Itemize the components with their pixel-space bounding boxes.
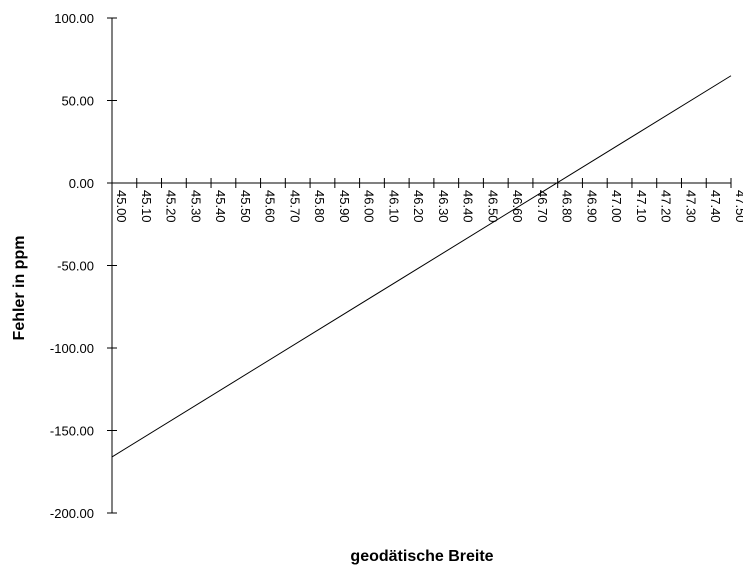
x-tick-label: 46.60	[510, 190, 525, 223]
x-tick-label: 45.10	[139, 190, 154, 223]
y-axis-title: Fehler in ppm	[11, 236, 28, 341]
x-tick-label: 47.50	[733, 190, 743, 223]
x-tick-label: 46.20	[411, 190, 426, 223]
x-axis: 45.00 45.10 45.20 45.30 45.40 45.50 45.60 45.70…	[111, 178, 743, 223]
y-tick-label: -150.00	[50, 424, 94, 439]
y-tick-label: 50.00	[61, 94, 94, 109]
x-tick-label: 45.30	[188, 190, 203, 223]
x-tick-label: 46.40	[461, 190, 476, 223]
x-tick-label: 46.90	[584, 190, 599, 223]
x-tick-label: 46.70	[535, 190, 550, 223]
x-tick-label: 47.30	[683, 190, 698, 223]
x-tick-label: 45.80	[312, 190, 327, 223]
x-tick-label: 45.60	[263, 190, 278, 223]
y-axis: 100.00 50.00 0.00 -50.00 -100.00 -150.00 -200.…	[50, 11, 117, 521]
x-tick-label: 46.10	[386, 190, 401, 223]
y-tick-label: 0.00	[69, 176, 94, 191]
x-tick-label: 45.70	[287, 190, 302, 223]
x-tick-label: 47.20	[659, 190, 674, 223]
x-tick-label: 45.20	[164, 190, 179, 223]
x-tick-label: 46.30	[436, 190, 451, 223]
series-line-0	[111, 75, 732, 458]
x-tick-label: 46.50	[485, 190, 500, 223]
x-tick-label: 46.80	[560, 190, 575, 223]
x-tick-label: 47.40	[708, 190, 723, 223]
x-tick-label: 46.00	[362, 190, 377, 223]
x-axis-title: geodätische Breite	[350, 548, 493, 565]
series-group	[111, 75, 732, 458]
x-tick-label: 45.00	[114, 190, 129, 223]
x-tick-label: 45.40	[213, 190, 228, 223]
x-tick-label: 47.00	[609, 190, 624, 223]
x-tick-label: 45.90	[337, 190, 352, 223]
x-tick-label: 47.10	[634, 190, 649, 223]
x-tick-label: 45.50	[238, 190, 253, 223]
y-tick-label: -50.00	[57, 259, 94, 274]
y-tick-label: 100.00	[54, 11, 94, 26]
y-tick-label: -200.00	[50, 506, 94, 521]
y-tick-label: -100.00	[50, 341, 94, 356]
